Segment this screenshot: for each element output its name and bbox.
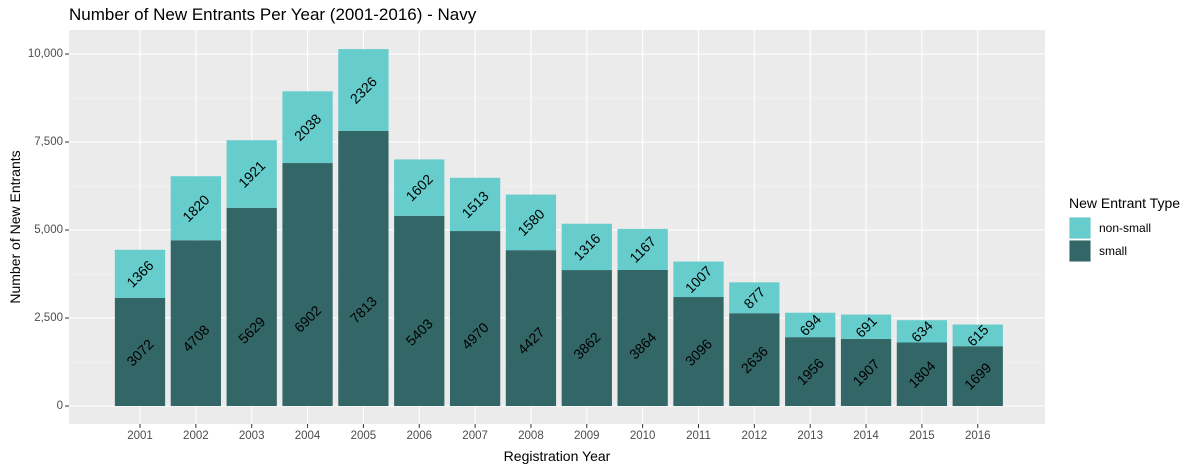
bar-small <box>282 163 333 406</box>
x-tick-label: 2014 <box>853 430 879 442</box>
bar-small <box>840 338 892 406</box>
y-tick-label: 5,000 <box>34 224 63 236</box>
bar-small <box>394 215 445 406</box>
x-tick-label: 2012 <box>742 430 768 442</box>
legend-label-non-small: non-small <box>1099 221 1151 235</box>
bar-non-small <box>226 140 277 208</box>
bar-non-small <box>840 314 892 339</box>
x-tick-label: 2013 <box>797 430 823 442</box>
bar-small <box>338 130 389 406</box>
chart-title: Number of New Entrants Per Year (2001-20… <box>69 5 477 24</box>
bar-small <box>729 313 780 406</box>
x-tick-label: 2016 <box>965 430 991 442</box>
bar-small <box>114 297 166 406</box>
x-tick-label: 2005 <box>351 430 377 442</box>
bar-non-small <box>729 282 780 314</box>
x-tick-label: 2004 <box>295 430 321 442</box>
bar-small <box>952 346 1003 406</box>
x-tick-label: 2010 <box>630 430 656 442</box>
bar-non-small <box>338 49 389 131</box>
legend-title: New Entrant Type <box>1069 195 1180 211</box>
x-tick-label: 2009 <box>574 430 600 442</box>
legend-swatch-small <box>1069 240 1091 262</box>
x-tick-label: 2008 <box>518 430 544 442</box>
x-axis-title: Registration Year <box>504 448 611 464</box>
x-tick-label: 2002 <box>183 430 209 442</box>
bar-small <box>561 270 612 406</box>
bar-non-small <box>170 176 221 241</box>
x-tick-label: 2007 <box>462 430 488 442</box>
bar-small <box>505 250 557 406</box>
bar-non-small <box>394 159 445 216</box>
bar-non-small <box>617 228 668 270</box>
x-tick-label: 2006 <box>406 430 432 442</box>
bar-non-small <box>561 223 612 271</box>
y-tick-label: 0 <box>57 400 63 412</box>
bar-small <box>673 297 724 406</box>
bar-non-small <box>449 177 501 232</box>
bar-small <box>226 207 277 406</box>
bar-small <box>785 337 836 406</box>
bar-non-small <box>785 312 836 338</box>
bar-non-small <box>952 324 1003 347</box>
x-tick-label: 2011 <box>686 430 711 442</box>
bar-non-small <box>505 194 557 251</box>
bar-small <box>449 231 501 406</box>
y-axis: 0 2,500 5,000 7,500 10,000 <box>28 48 69 412</box>
bar-non-small <box>114 249 166 298</box>
bar-small <box>170 240 221 406</box>
x-tick-label: 2003 <box>239 430 265 442</box>
bar-non-small <box>673 261 724 298</box>
bars <box>114 49 1003 406</box>
legend-swatch-non-small <box>1069 217 1091 239</box>
legend: New Entrant Type non-small small <box>1069 195 1180 262</box>
x-axis: 2001 2002 2003 2004 2005 2006 2007 2008 2009 2010… <box>127 424 991 442</box>
x-tick-label: 2001 <box>127 430 153 442</box>
bar-non-small <box>282 91 333 164</box>
x-tick-label: 2015 <box>909 430 935 442</box>
bar-small <box>617 269 668 406</box>
y-tick-label: 7,500 <box>34 136 63 148</box>
y-axis-title: Number of New Entrants <box>7 150 23 303</box>
bar-non-small <box>896 320 948 343</box>
legend-label-small: small <box>1099 244 1127 258</box>
y-tick-label: 10,000 <box>28 48 63 60</box>
y-tick-label: 2,500 <box>34 312 63 324</box>
bar-small <box>896 342 948 406</box>
